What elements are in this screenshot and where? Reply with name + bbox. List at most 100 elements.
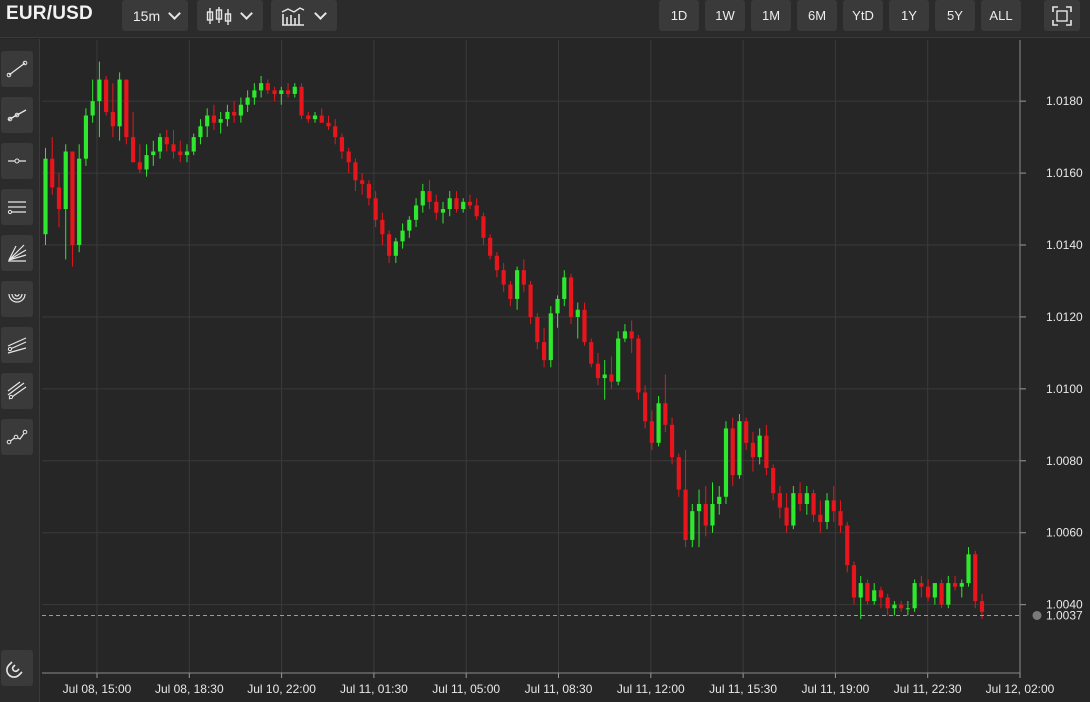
range-button-ytd[interactable]: YtD xyxy=(843,0,883,31)
candle-up xyxy=(804,493,809,504)
candle-up xyxy=(245,97,250,105)
candle-down xyxy=(845,525,850,566)
candle-up xyxy=(710,503,715,526)
candle-down xyxy=(232,111,237,116)
x-tick-label: Jul 11, 08:30 xyxy=(525,682,593,696)
candle-down xyxy=(952,583,958,587)
candle-up xyxy=(400,230,405,242)
fullscreen-button[interactable] xyxy=(1044,0,1080,31)
candle-up xyxy=(117,79,122,127)
axes: 1.0040 1.0060 1.0080 1.0100 1.0120 1.0140 1.01… xyxy=(42,40,1083,696)
current-price-label: 1.0037 xyxy=(1046,608,1083,622)
candle-down xyxy=(494,255,499,271)
regression-channel-tool[interactable] xyxy=(1,373,33,409)
candle-down xyxy=(669,424,675,458)
range-button-1m[interactable]: 1M xyxy=(751,0,791,31)
candle-down xyxy=(676,457,681,490)
current-price-handle[interactable] xyxy=(1032,610,1042,620)
candle-down xyxy=(750,442,756,458)
range-button-6m[interactable]: 6M xyxy=(797,0,837,31)
pitchfork-tool[interactable] xyxy=(1,327,33,363)
candle-down xyxy=(265,83,270,91)
path-tool[interactable] xyxy=(1,419,33,455)
candle-up xyxy=(959,583,964,587)
candle-down xyxy=(629,331,634,339)
candle-down xyxy=(764,435,769,468)
candlestick-icon xyxy=(206,6,231,25)
candle-up xyxy=(515,270,520,299)
grid-lines xyxy=(42,40,1021,673)
candle-down xyxy=(104,79,109,112)
candle-up xyxy=(905,608,910,610)
x-tick-label: Jul 11, 01:30 xyxy=(340,682,408,696)
trend-line-icon xyxy=(6,60,28,78)
candle-down xyxy=(360,180,365,184)
candle-up xyxy=(413,205,419,220)
x-tick-label: Jul 12, 02:00 xyxy=(986,682,1055,696)
candle-up xyxy=(97,79,102,102)
fan-icon xyxy=(8,244,27,262)
candle-down xyxy=(178,151,183,156)
candle-up xyxy=(157,137,163,152)
candle-down xyxy=(481,216,486,238)
symbol-title: EUR/USD xyxy=(6,3,93,24)
candle-down xyxy=(56,187,62,210)
fullscreen-icon xyxy=(1052,5,1072,26)
candle-down xyxy=(366,183,371,199)
candle-down xyxy=(784,507,789,526)
candle-up xyxy=(690,511,695,540)
magnet-tool[interactable] xyxy=(1,650,33,686)
fan-tool[interactable] xyxy=(1,235,33,271)
candle-up xyxy=(252,90,257,98)
parallel-channel-tool[interactable] xyxy=(1,189,33,225)
x-tick-label: Jul 11, 12:00 xyxy=(617,682,685,696)
candle-down xyxy=(589,342,594,364)
trend-line-tool[interactable] xyxy=(1,51,33,87)
candle-up xyxy=(393,241,398,256)
candle-down xyxy=(582,309,587,343)
candles xyxy=(43,61,985,620)
candle-up xyxy=(144,155,149,170)
ray-line-tool[interactable] xyxy=(1,97,33,133)
range-button-1d[interactable]: 1D xyxy=(659,0,699,31)
candle-down xyxy=(501,270,506,285)
candle-up xyxy=(824,500,830,522)
candle-up xyxy=(447,198,452,210)
candle-down xyxy=(528,284,533,317)
x-tick-label: Jul 08, 15:00 xyxy=(63,682,132,696)
arc-tool[interactable] xyxy=(1,281,33,317)
candle-up xyxy=(656,403,661,443)
candle-down xyxy=(474,205,479,217)
chart-type-dropdown[interactable] xyxy=(197,0,263,31)
candle-down xyxy=(306,115,311,120)
candle-up xyxy=(858,583,863,598)
candle-down xyxy=(851,565,857,598)
y-tick-label: 1.0100 xyxy=(1046,382,1083,396)
candle-down xyxy=(568,277,574,317)
x-tick-label: Jul 11, 22:30 xyxy=(894,682,962,696)
candle-up xyxy=(723,428,729,497)
interval-dropdown[interactable]: 15m xyxy=(122,0,188,31)
range-button-5y[interactable]: 5Y xyxy=(935,0,975,31)
range-button-all[interactable]: ALL xyxy=(981,0,1021,31)
candle-down xyxy=(777,493,782,508)
candle-down xyxy=(434,201,439,213)
candle-down xyxy=(50,158,55,188)
candle-down xyxy=(110,111,115,127)
candle-down xyxy=(164,137,169,145)
candle-down xyxy=(353,162,358,181)
range-button-1y[interactable]: 1Y xyxy=(889,0,929,31)
indicators-dropdown[interactable] xyxy=(271,0,337,31)
range-button-1w[interactable]: 1W xyxy=(705,0,745,31)
candle-up xyxy=(555,298,560,314)
candle-up xyxy=(77,158,82,246)
candle-down xyxy=(285,90,291,94)
candle-down xyxy=(272,90,277,94)
x-tick-label: Jul 11, 15:30 xyxy=(709,682,777,696)
candle-up xyxy=(757,435,762,458)
horizontal-line-tool[interactable] xyxy=(1,143,33,179)
candle-down xyxy=(636,338,641,393)
candle-up xyxy=(63,151,68,210)
candle-down xyxy=(339,137,345,152)
